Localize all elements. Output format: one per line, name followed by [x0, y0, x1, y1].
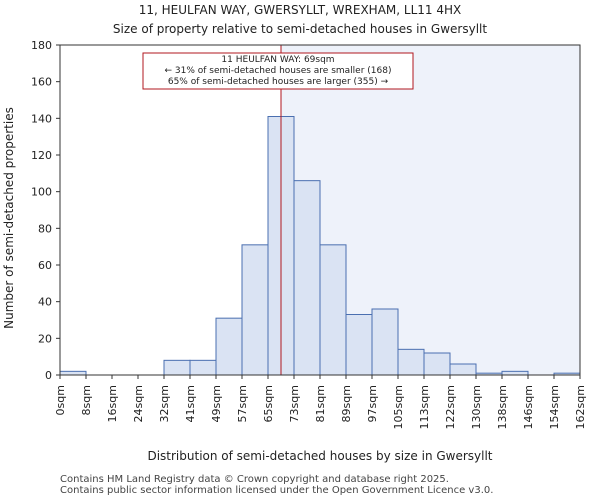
bar-122sqm [449, 363, 477, 376]
bar-73sqm [293, 180, 321, 376]
x-tick-label: 105sqm [392, 385, 405, 429]
y-tick-label: 20 [38, 332, 52, 345]
bar-113sqm [423, 352, 451, 376]
bar-138sqm [501, 370, 529, 376]
bar-89sqm [345, 314, 373, 376]
x-tick-label: 122sqm [444, 385, 457, 429]
bar-97sqm [371, 308, 399, 376]
x-tick-label: 57sqm [236, 385, 249, 422]
y-tick-label: 160 [31, 76, 52, 89]
bar-57sqm [241, 244, 269, 376]
plot-frame [59, 44, 581, 376]
x-tick-label: 113sqm [418, 385, 431, 429]
x-tick-label: 130sqm [470, 385, 483, 429]
y-axis: 0 20 40 60 80 100 120 140 160 180 [31, 39, 60, 382]
y-tick-label: 180 [31, 39, 52, 52]
x-tick-label: 154sqm [548, 385, 561, 429]
x-tick-label: 73sqm [288, 385, 301, 422]
x-tick-label: 16sqm [106, 385, 119, 422]
bar-105sqm [397, 348, 425, 376]
x-tick-label: 146sqm [522, 385, 535, 429]
bar-81sqm [319, 244, 347, 376]
annotation-line-smaller: ← 31% of semi-detached houses are smalle… [165, 66, 392, 76]
bar-41sqm [189, 359, 217, 376]
x-tick-label: 24sqm [132, 385, 145, 422]
footer-licence: Contains public sector information licen… [60, 485, 494, 496]
y-tick-label: 0 [45, 369, 52, 382]
x-tick-label: 89sqm [340, 385, 353, 422]
x-tick-label: 0sqm [54, 385, 67, 415]
x-tick-label: 41sqm [184, 385, 197, 422]
x-tick-label: 65sqm [262, 385, 275, 422]
y-tick-label: 60 [38, 259, 52, 272]
x-tick-label: 138sqm [496, 385, 509, 429]
x-axis-label: Distribution of semi-detached houses by … [147, 449, 492, 463]
x-axis: 0sqm 8sqm 16sqm 24sqm 32sqm 41sqm 49sqm 57sqm 65… [54, 375, 587, 429]
chart-subtitle: Size of property relative to semi-detach… [113, 22, 487, 36]
x-tick-label: 162sqm [574, 385, 587, 429]
footer-copyright: Contains HM Land Registry data © Crown c… [60, 474, 449, 485]
x-tick-label: 81sqm [314, 385, 327, 422]
x-tick-label: 97sqm [366, 385, 379, 422]
bar-49sqm [215, 317, 243, 376]
y-axis-label: Number of semi-detached properties [2, 107, 16, 329]
annotation-title: 11 HEULFAN WAY: 69sqm [221, 55, 334, 65]
annotation-box: 11 HEULFAN WAY: 69sqm ← 31% of semi-deta… [142, 52, 414, 90]
y-tick-label: 120 [31, 149, 52, 162]
bars [59, 116, 581, 376]
x-tick-label: 8sqm [80, 385, 93, 415]
x-tick-label: 32sqm [158, 385, 171, 422]
y-tick-label: 100 [31, 186, 52, 199]
y-tick-label: 80 [38, 222, 52, 235]
chart-title: 11, HEULFAN WAY, GWERSYLLT, WREXHAM, LL1… [139, 3, 461, 17]
annotation-line-larger: 65% of semi-detached houses are larger (… [168, 77, 389, 87]
bar-0sqm [59, 370, 87, 376]
y-tick-label: 140 [31, 112, 52, 125]
bar-32sqm [163, 359, 191, 376]
x-tick-label: 49sqm [210, 385, 223, 422]
y-tick-label: 40 [38, 296, 52, 309]
